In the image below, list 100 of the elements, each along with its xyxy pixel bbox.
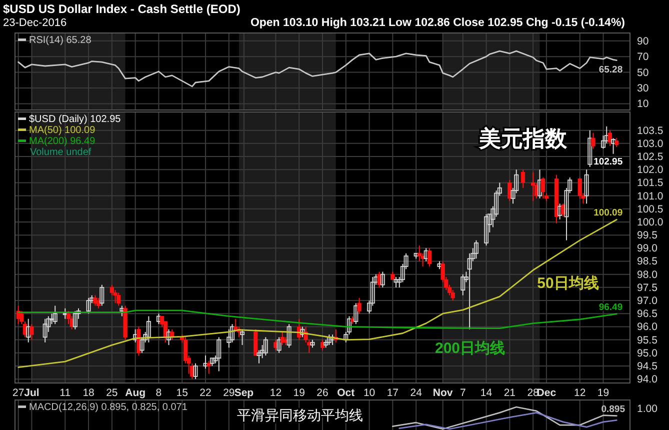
candlestick	[240, 328, 245, 346]
chart-title: $USD US Dollar Index - Cash Settle (EOD)	[3, 2, 240, 16]
annotation: Volume undef	[30, 147, 92, 158]
candlestick	[520, 169, 526, 188]
candlestick	[156, 313, 161, 325]
candlestick	[30, 324, 34, 340]
y-tick-label: 99.0	[637, 242, 658, 255]
data-label: 65.28	[598, 64, 623, 76]
candlestick	[591, 132, 596, 150]
y-tick-label: 98.5	[637, 256, 658, 268]
text: 1.00	[637, 403, 658, 415]
y-tick-label: 100.0	[637, 216, 664, 228]
candlestick	[357, 297, 362, 314]
candlestick	[116, 292, 121, 306]
candlestick	[584, 169, 589, 204]
x-tick-label: 26	[316, 387, 328, 399]
x-tick-label: 22	[200, 387, 212, 399]
candlestick	[558, 203, 562, 220]
candlestick	[541, 176, 546, 199]
candlestick	[206, 360, 211, 374]
candlestick	[531, 172, 536, 202]
x-tick-label: Oct	[337, 387, 356, 399]
y-tick-label: 96.5	[637, 308, 658, 320]
candlestick	[508, 180, 512, 202]
candlestick	[136, 326, 141, 356]
candlestick	[254, 328, 258, 356]
annotation: 0.895	[601, 404, 626, 415]
x-tick-label: 12	[574, 387, 586, 399]
x-tick-label: Sep	[234, 387, 254, 399]
candlestick	[263, 336, 268, 356]
candlestick	[300, 326, 305, 338]
y-tick-label: 95.5	[637, 334, 658, 346]
candlestick	[93, 294, 98, 306]
y-tick-label: 96.0	[637, 321, 658, 334]
candlestick	[72, 310, 78, 330]
x-tick-label: 8	[156, 387, 162, 399]
x-tick-label: 21	[504, 387, 516, 399]
x-tick-label: 15	[176, 387, 188, 399]
candlestick	[474, 240, 478, 260]
candlestick	[354, 302, 358, 325]
y-tick-label: 94.5	[637, 360, 658, 372]
candlestick	[614, 137, 619, 148]
annotation: 50日均线	[537, 275, 599, 292]
candlestick	[203, 355, 208, 370]
candlestick	[380, 271, 385, 288]
legend-label: MA(50) 100.09	[29, 125, 96, 136]
text: 美元指数	[478, 126, 568, 151]
candlestick	[330, 334, 335, 346]
x-tick-label: Jul	[24, 387, 40, 399]
x-tick-label: Nov	[432, 387, 453, 399]
x-tick-label: 11	[60, 387, 71, 399]
y-tick-label: 101.0	[637, 190, 664, 202]
candlestick	[166, 328, 171, 346]
data-label: 96.49	[598, 302, 623, 313]
y-tick-label: 99.5	[637, 230, 658, 242]
chart-title: 平滑异同移动平均线	[237, 407, 363, 423]
candlestick	[216, 336, 222, 372]
candlestick	[608, 130, 612, 147]
y-tick-label: 97.5	[637, 282, 658, 294]
candlestick	[274, 339, 278, 351]
x-tick-label: 25	[106, 387, 118, 399]
x-tick-label: 12	[270, 387, 282, 399]
candlestick	[100, 284, 104, 306]
x-tick-label: 27	[12, 387, 24, 399]
y-tick-label: 94.0	[637, 374, 658, 386]
legend-label: RSI(14) 65.28	[29, 35, 92, 46]
candlestick	[276, 336, 282, 354]
legend-label: MA(200) 96.49	[29, 136, 96, 147]
x-tick-label: 19	[293, 387, 306, 399]
candlestick	[26, 318, 31, 343]
y-tick-label: 103.0	[637, 138, 664, 150]
y-tick-label: 30	[637, 82, 649, 94]
text: 102.95	[594, 156, 623, 168]
x-tick-label: 10	[363, 387, 376, 399]
candlestick	[52, 305, 58, 325]
candlestick	[146, 316, 151, 343]
chart-subtitle: 23-Dec-2016	[3, 17, 67, 29]
y-tick-label: 50	[637, 66, 649, 79]
candlestick	[588, 130, 592, 168]
y-tick-label: 95.0	[637, 347, 658, 360]
x-tick-label: 17	[386, 387, 399, 399]
candlestick	[424, 248, 428, 262]
candlestick	[538, 169, 542, 199]
x-tick-label: 24	[410, 387, 422, 399]
candlestick	[133, 328, 138, 343]
x-tick-label: 7	[460, 387, 466, 399]
y-tick-label: 70	[637, 51, 649, 64]
y-tick-label: 98.0	[637, 268, 658, 281]
annotation: 200日均线	[434, 340, 506, 357]
x-tick-label: 29	[223, 387, 235, 399]
legend-label: $USD (Daily) 102.95	[29, 114, 122, 125]
candlestick	[86, 297, 91, 314]
x-tick-label: Dec	[536, 387, 556, 399]
y-tick-label: 10	[637, 98, 649, 110]
candlestick	[286, 324, 292, 348]
candlestick	[62, 308, 68, 320]
candlestick	[326, 334, 332, 346]
candlestick	[42, 318, 48, 343]
y-tick-label: 103.5	[637, 124, 664, 137]
text: Open 103.10 High 103.21 Low 102.86 Close 102.95 Chg -0.15 (-0.14%)	[250, 17, 626, 29]
